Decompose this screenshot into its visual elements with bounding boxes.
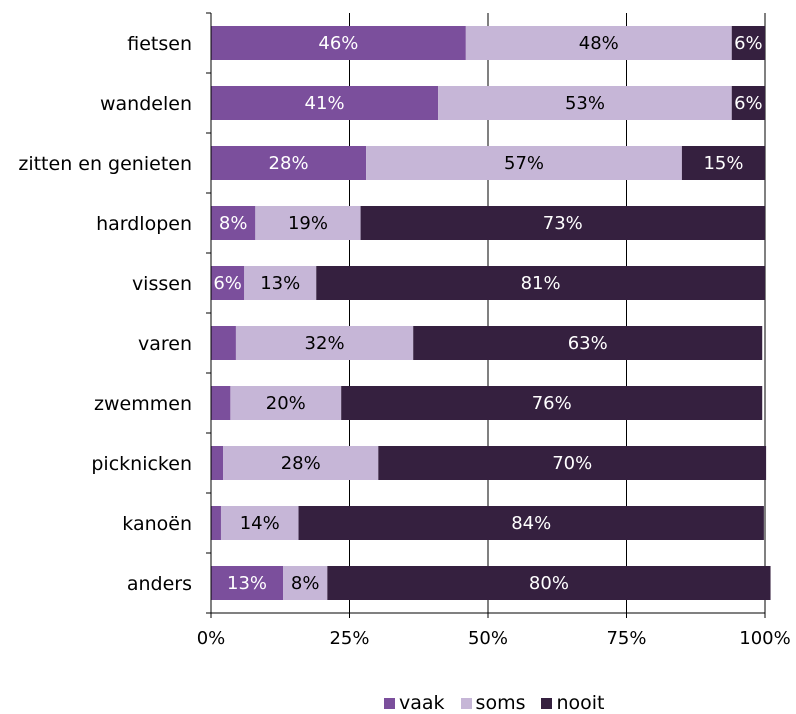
bar-nooit-1 — [731, 86, 765, 120]
data-label: 76% — [532, 393, 572, 414]
legend-label: soms — [475, 692, 526, 714]
bar-nooit-9 — [327, 566, 771, 600]
bar-vaak-3 — [211, 206, 256, 240]
x-tick-label: 75% — [606, 628, 646, 649]
bar-nooit-8 — [298, 506, 764, 540]
bar-vaak-0 — [211, 26, 466, 60]
x-tick-label: 0% — [197, 628, 226, 649]
bar-soms-1 — [438, 86, 732, 120]
data-label: 8% — [291, 573, 320, 594]
legend-label: vaak — [399, 692, 445, 714]
data-label: 8% — [219, 213, 248, 234]
legend-item-soms: soms — [460, 692, 526, 714]
bar-vaak-9 — [211, 566, 284, 600]
x-tick-label: 100% — [739, 628, 790, 649]
bar-soms-8 — [220, 506, 299, 540]
bars: 46% 48% 6% 41% 53% 6% 28% 57% 15% 8% 19% 73% 6% 13% 81… — [211, 26, 771, 600]
category-label: vissen — [132, 273, 192, 295]
legend-item-vaak: vaak — [384, 692, 445, 714]
x-tick-label: 25% — [329, 628, 369, 649]
category-label: fietsen — [127, 33, 192, 55]
data-label: 6% — [213, 273, 242, 294]
axes — [206, 12, 766, 618]
category-label: zitten en genieten — [18, 153, 192, 175]
data-label: 14% — [240, 513, 280, 534]
data-label: 19% — [288, 213, 328, 234]
legend-swatch — [460, 697, 472, 709]
bar-nooit-6 — [341, 386, 763, 420]
data-label: 32% — [305, 333, 345, 354]
category-label: picknicken — [91, 453, 192, 475]
category-label: varen — [138, 333, 192, 355]
legend-swatch — [384, 697, 395, 709]
bar-nooit-4 — [316, 266, 765, 300]
bar-vaak-4 — [211, 266, 245, 300]
data-label: 84% — [511, 513, 551, 534]
data-label: 46% — [318, 33, 358, 54]
bar-nooit-5 — [413, 326, 763, 360]
x-tick-label: 50% — [468, 628, 508, 649]
bar-vaak-8 — [211, 506, 221, 540]
bar-nooit-3 — [360, 206, 765, 240]
bar-soms-6 — [230, 386, 342, 420]
data-label: 41% — [305, 93, 345, 114]
data-label: 6% — [734, 33, 763, 54]
data-label: 13% — [227, 573, 267, 594]
category-label: zwemmen — [94, 393, 192, 415]
data-label: 48% — [579, 33, 619, 54]
bar-soms-3 — [255, 206, 361, 240]
bar-nooit-7 — [378, 446, 767, 480]
data-label: 13% — [260, 273, 300, 294]
bar-nooit-2 — [681, 146, 765, 180]
bar-soms-4 — [244, 266, 317, 300]
category-labels: fietsen wandelen zitten en genieten hardlop… — [18, 33, 192, 595]
bar-vaak-2 — [211, 146, 367, 180]
data-label: 53% — [565, 93, 605, 114]
data-label: 15% — [703, 153, 743, 174]
data-label: 70% — [552, 453, 592, 474]
data-label: 28% — [269, 153, 309, 174]
bar-nooit-0 — [731, 26, 765, 60]
data-label: 63% — [568, 333, 608, 354]
bar-soms-9 — [283, 566, 328, 600]
data-label: 81% — [521, 273, 561, 294]
bar-vaak-6 — [211, 386, 231, 420]
data-label: 57% — [504, 153, 544, 174]
category-label: wandelen — [100, 93, 192, 115]
category-label: anders — [127, 573, 192, 595]
data-label: 28% — [281, 453, 321, 474]
category-label: hardlopen — [96, 213, 192, 235]
legend-label: nooit — [556, 692, 605, 714]
bar-vaak-5 — [211, 326, 236, 360]
x-tick-labels: 0% 25% 50% 75% 100% — [197, 628, 791, 649]
bar-vaak-1 — [211, 86, 439, 120]
data-label: 73% — [543, 213, 583, 234]
category-label: kanoën — [122, 513, 192, 535]
data-label: 20% — [266, 393, 306, 414]
legend-item-nooit: nooit — [541, 692, 605, 714]
data-label: 6% — [734, 93, 763, 114]
bar-soms-0 — [465, 26, 732, 60]
bar-soms-2 — [366, 146, 682, 180]
bar-soms-7 — [223, 446, 379, 480]
legend: vaak soms nooit — [384, 692, 621, 714]
bar-vaak-7 — [211, 446, 224, 480]
data-label: 80% — [529, 573, 569, 594]
legend-swatch — [541, 697, 553, 709]
bar-soms-5 — [235, 326, 414, 360]
